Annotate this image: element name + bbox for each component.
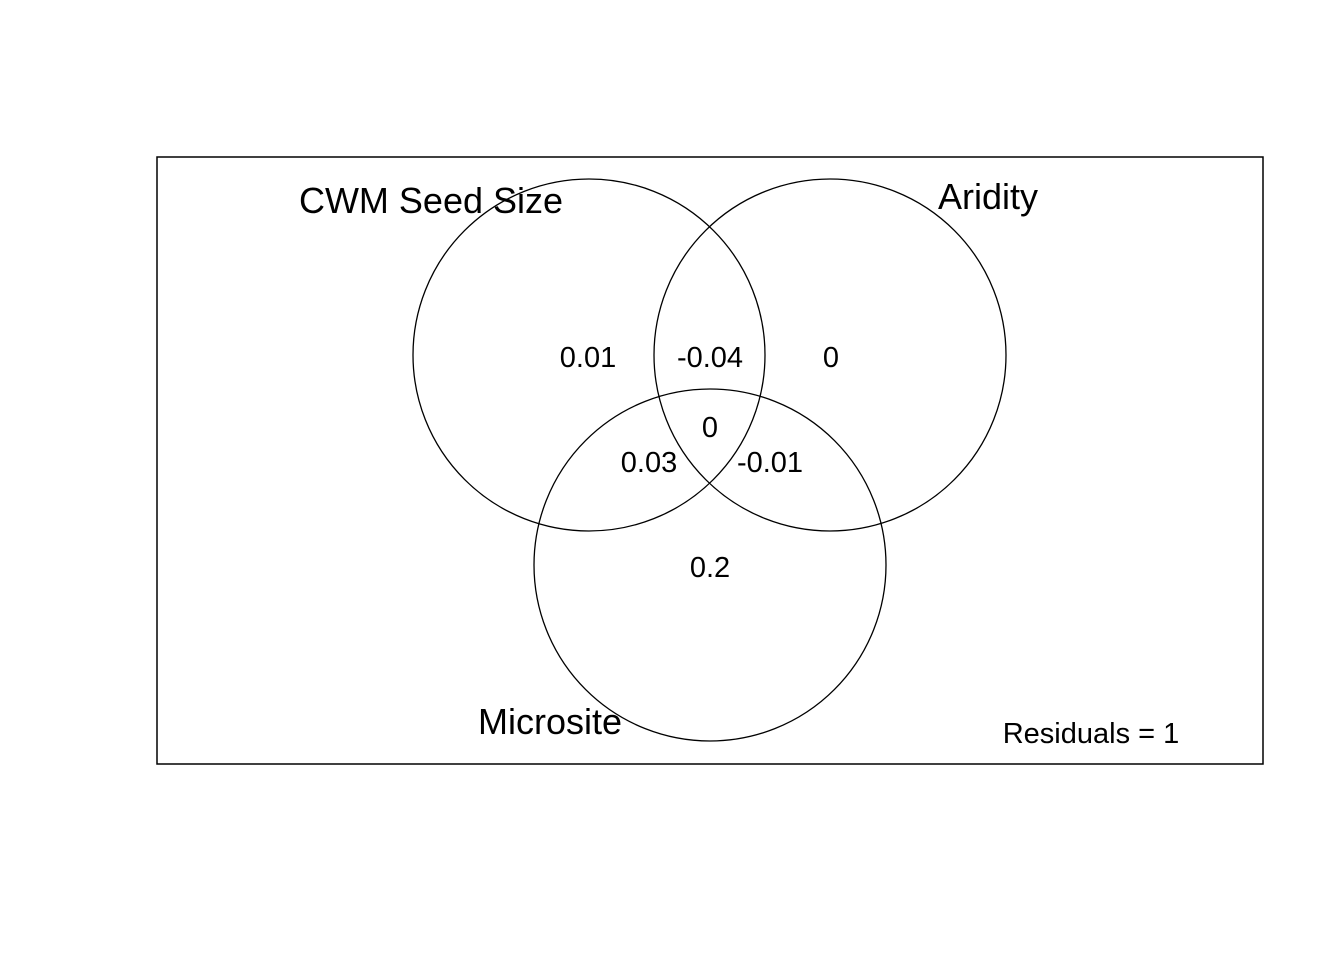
microsite-circle [533, 388, 887, 742]
residuals-label: Residuals = 1 [1003, 718, 1180, 750]
microsite-only-value: 0.2 [690, 552, 730, 584]
aridity-circle [653, 178, 1007, 532]
all-three-value: 0 [702, 412, 718, 444]
microsite-label: Microsite [478, 701, 622, 742]
seed-aridity-value: -0.04 [677, 342, 743, 374]
aridity-only-value: 0 [823, 342, 839, 374]
aridity-label: Aridity [938, 176, 1038, 217]
plot-frame [156, 156, 1264, 765]
seed-only-value: 0.01 [560, 342, 616, 374]
seed-size-circle [412, 178, 766, 532]
aridity-microsite-value: -0.01 [737, 447, 803, 479]
seed-microsite-value: 0.03 [621, 447, 677, 479]
seed-size-label: CWM Seed Size [299, 180, 563, 221]
